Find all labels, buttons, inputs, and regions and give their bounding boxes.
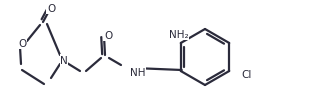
- Text: NH₂: NH₂: [169, 30, 188, 40]
- Text: Cl: Cl: [241, 69, 252, 79]
- Text: NH: NH: [130, 67, 146, 77]
- Text: O: O: [18, 39, 26, 49]
- Text: O: O: [104, 31, 112, 41]
- Text: O: O: [47, 4, 55, 14]
- Text: N: N: [60, 56, 68, 65]
